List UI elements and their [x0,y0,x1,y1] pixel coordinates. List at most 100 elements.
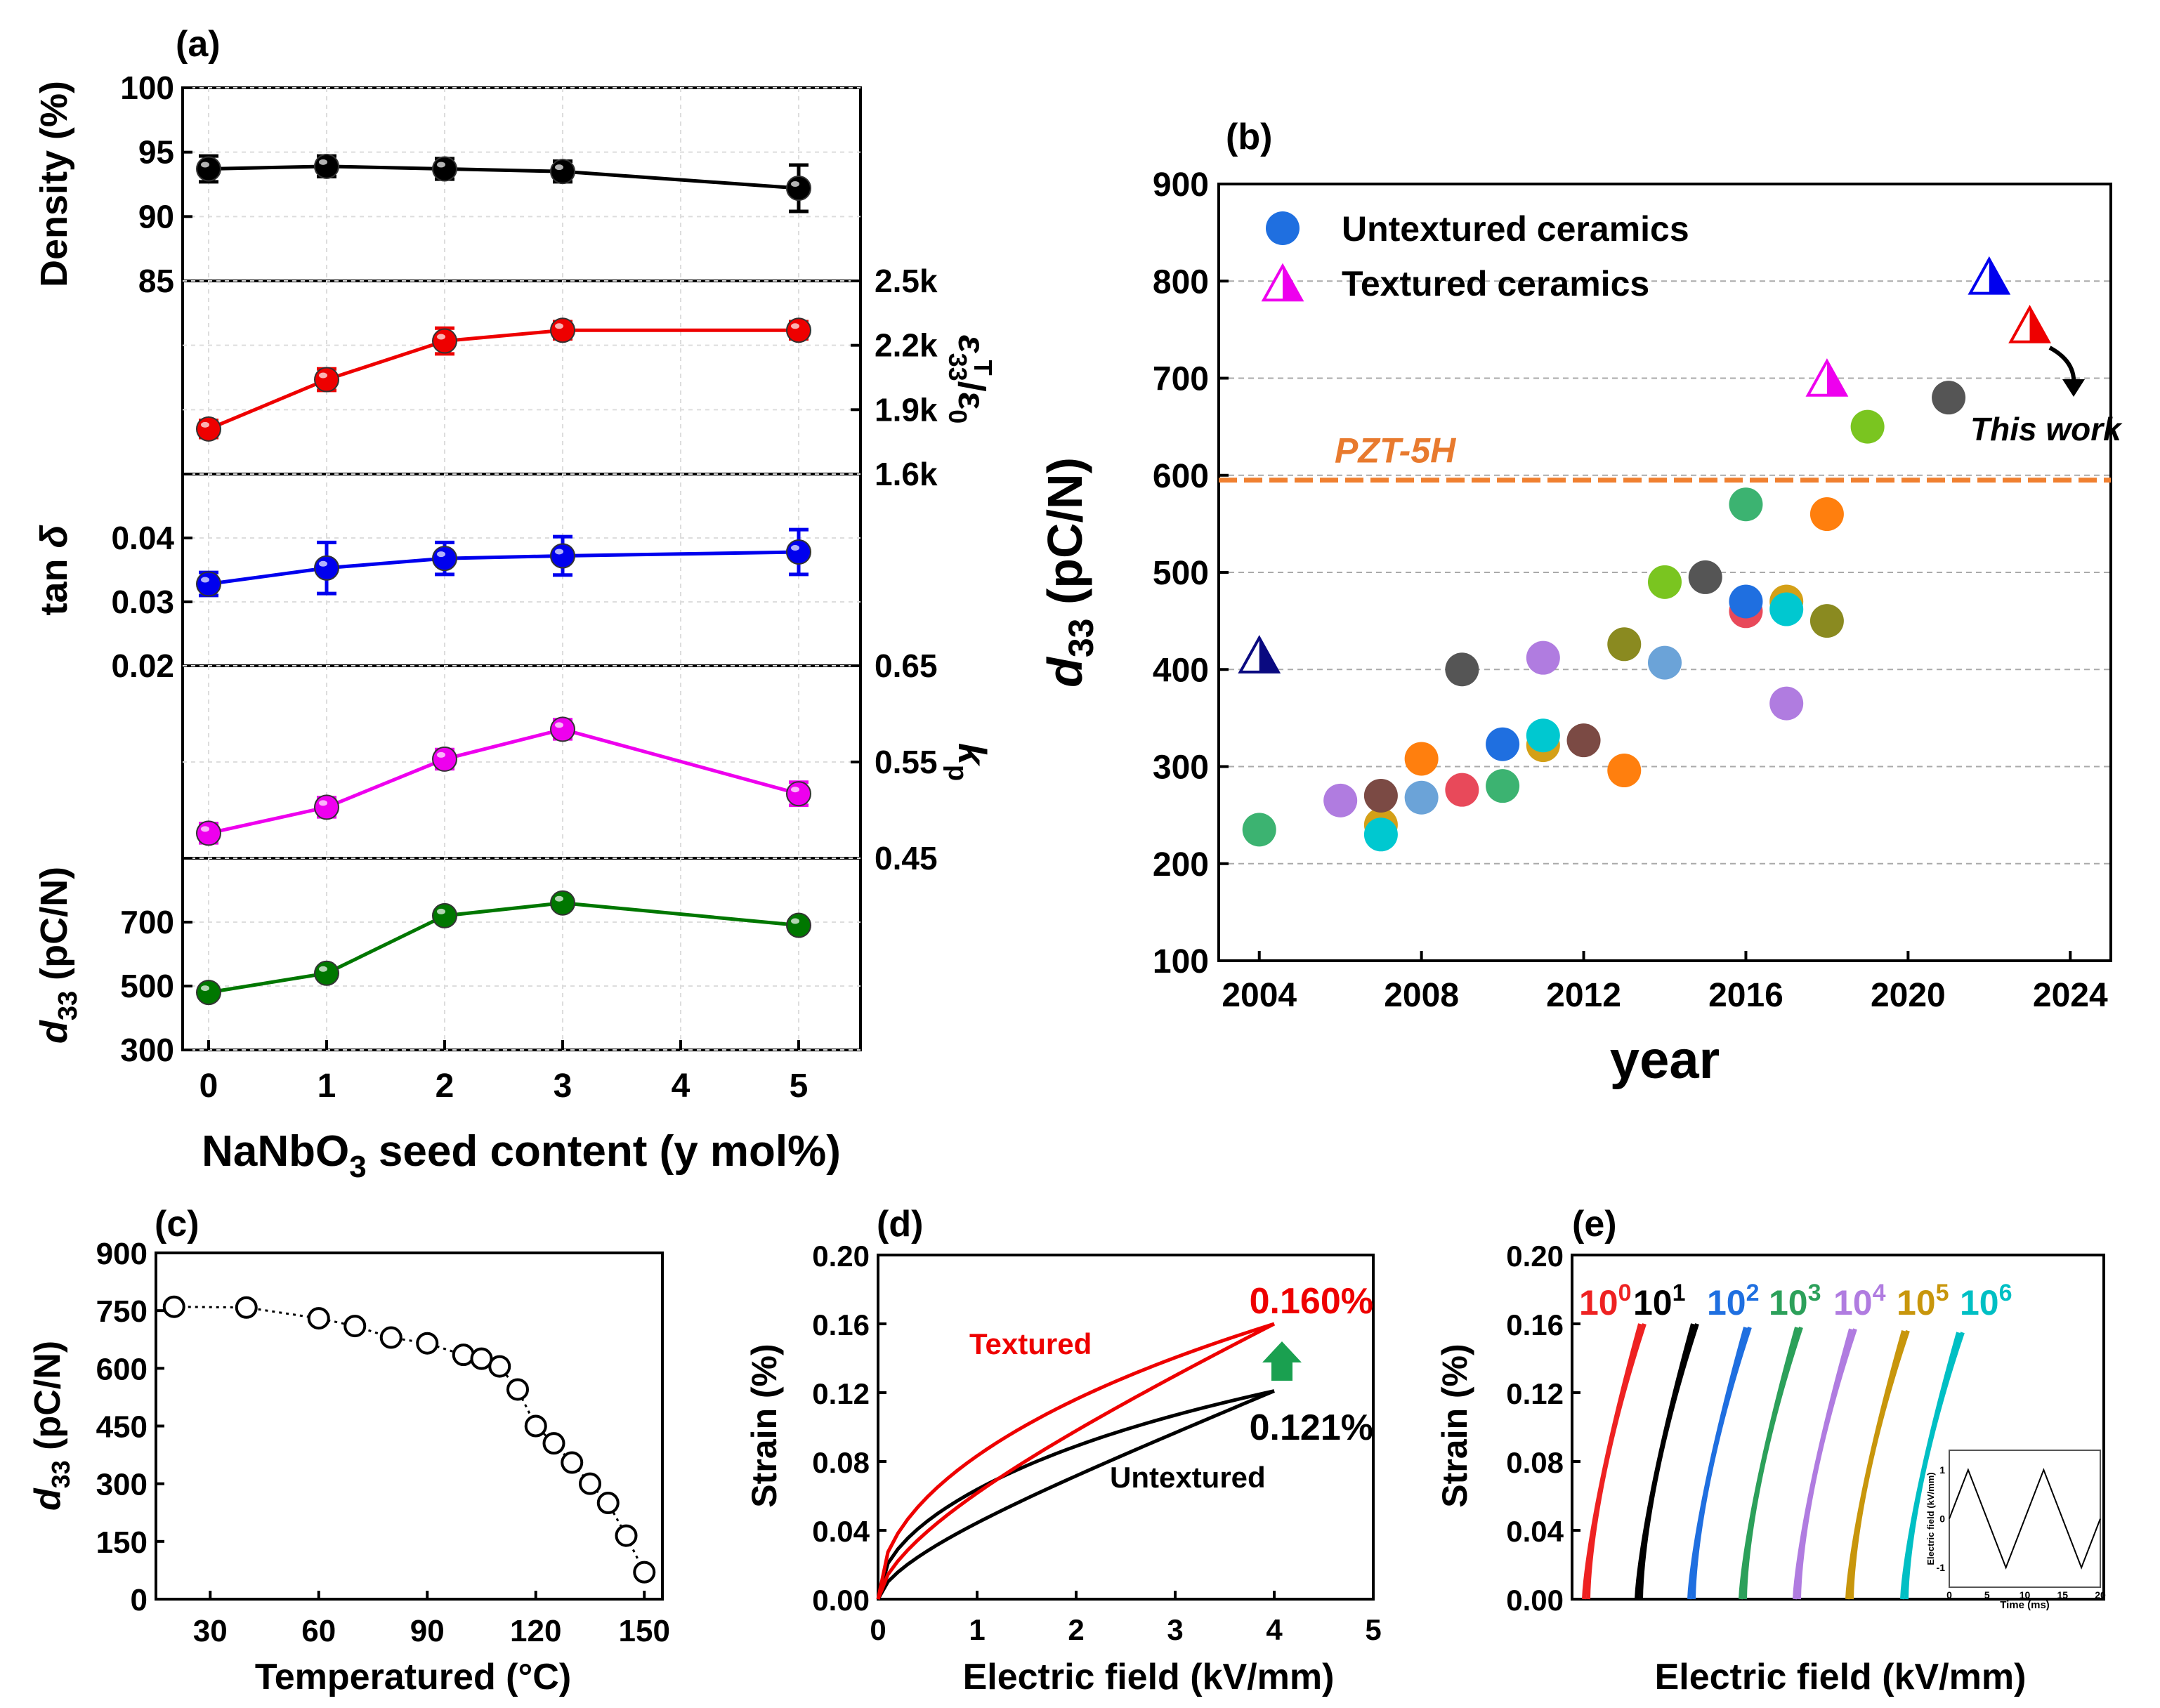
untextured-point [1607,627,1642,662]
point-highlight [437,551,445,558]
x-tick-label: 2012 [1546,977,1621,1014]
strain-loop-branch [1586,1323,1647,1600]
subplot-frame [181,280,862,475]
x-tick-label: 0 [199,1068,218,1105]
untextured-point [1242,813,1276,847]
data-point [235,1296,258,1319]
legend-untextured-marker [1266,211,1300,245]
data-point [550,317,575,343]
x-tick-label: 2004 [1222,977,1297,1014]
inset-x-tick-label: 10 [2020,1589,2031,1601]
panel-d-y-axis-label: Strain (%) [745,1344,784,1507]
untextured-point [1323,783,1358,817]
eps-tail: /ε [950,381,993,410]
subplot-density: 85 90 95 100 [120,70,862,299]
data-point [550,716,575,742]
x-tick-label: 150 [619,1614,670,1648]
untextured-point [1607,754,1642,788]
subplot-kp: 0.65 0.55 0.45 [181,648,938,876]
textured-loop-down [876,1322,1275,1600]
d-tail: (pC/N) [1038,457,1092,618]
data-point [196,416,221,442]
xl-main: NaNbO [202,1127,349,1176]
d-sub: 33 [1061,619,1101,658]
frequency-label: 101 [1633,1280,1686,1322]
freq-exponent: 3 [1808,1280,1821,1306]
series-line-tand [208,550,799,586]
data-point [196,820,221,846]
data-point [524,1414,547,1438]
point-highlight [319,800,327,806]
strain-loop-branch [1743,1326,1803,1600]
subplot-eps: 2.5k 2.2k 1.9k 1.6k [181,263,938,492]
panel-a-label: (a) [176,24,221,65]
data-point [314,794,339,820]
d-tail: (pC/N) [33,867,75,991]
y-tick-label: 700 [1153,361,1209,398]
data-point [314,960,339,986]
frequency-label: 102 [1707,1280,1760,1322]
inset-y-tick-label: -1 [1937,1562,1946,1573]
freq-exponent: 5 [1936,1280,1949,1306]
freq-base: 10 [1633,1283,1673,1322]
data-point [432,328,457,354]
freq-base: 10 [1833,1283,1873,1322]
data-point [786,781,811,807]
data-point [579,1472,601,1495]
untextured-point [1729,584,1763,619]
delta-symbol: δ [33,524,75,548]
data-point [542,1432,565,1455]
freq-base: 10 [1897,1283,1936,1322]
plot-frame [1217,183,2112,962]
untextured-point [1526,718,1560,753]
textured-value: 0.160% [1250,1281,1373,1322]
x-tick-label: 1 [969,1613,985,1646]
untextured-point [1445,773,1479,807]
k-symbol: k [950,743,995,767]
y-tick-label: 900 [96,1237,148,1271]
data-point [786,539,811,565]
d33-axis-label: d33 (pC/N) [33,867,83,1044]
point-highlight [319,560,327,567]
data-point [615,1524,638,1547]
freq-exponent: 1 [1673,1280,1686,1306]
series-line [174,1306,646,1573]
point-highlight [201,162,209,168]
inset-x-tick-label: 0 [1946,1589,1952,1601]
point-highlight [791,787,799,793]
freq-exponent: 4 [1873,1280,1886,1306]
untextured-value: 0.121% [1250,1407,1373,1448]
point-highlight [555,722,563,728]
y-tick-label: 750 [96,1294,148,1329]
untextured-point [1486,727,1520,761]
y-tick-label: 100 [1153,943,1209,980]
d-sub: 33 [46,1460,75,1488]
xl-tail: seed content (y mol%) [367,1127,841,1176]
x-tick-label: 120 [510,1614,561,1648]
y-tick-label: 0.12 [812,1377,870,1410]
inset-x-tick-label: 20 [2095,1589,2106,1601]
point-highlight [319,966,327,972]
y-tick-label: 150 [96,1525,148,1560]
subplot-frame [181,857,862,1051]
panel-a: (a)8590951002.5k2.2k1.9k1.6k0.020.030.04… [33,24,997,1184]
panel-d-x-axis-label: Electric field (kV/mm) [963,1657,1335,1697]
y-tick-label: 0.04 [812,1515,870,1548]
data-point [314,367,339,393]
untextured-point [1363,778,1398,813]
data-point [452,1344,475,1367]
data-point [432,902,457,928]
panel-b-label: (b) [1226,117,1272,157]
point-highlight [319,159,327,165]
point-highlight [791,545,799,551]
data-point [786,912,811,938]
y-tick-label: 500 [120,968,174,1004]
frequency-label: 106 [1960,1280,2012,1322]
legend-textured-marker-fill [1283,265,1302,301]
kp-axis-label: kp [943,743,995,781]
data-point [432,546,457,572]
y-tick-label: 0.12 [1506,1377,1564,1410]
y-tick-label: 0.08 [1506,1446,1564,1479]
y-tick-label: 300 [120,1032,174,1068]
